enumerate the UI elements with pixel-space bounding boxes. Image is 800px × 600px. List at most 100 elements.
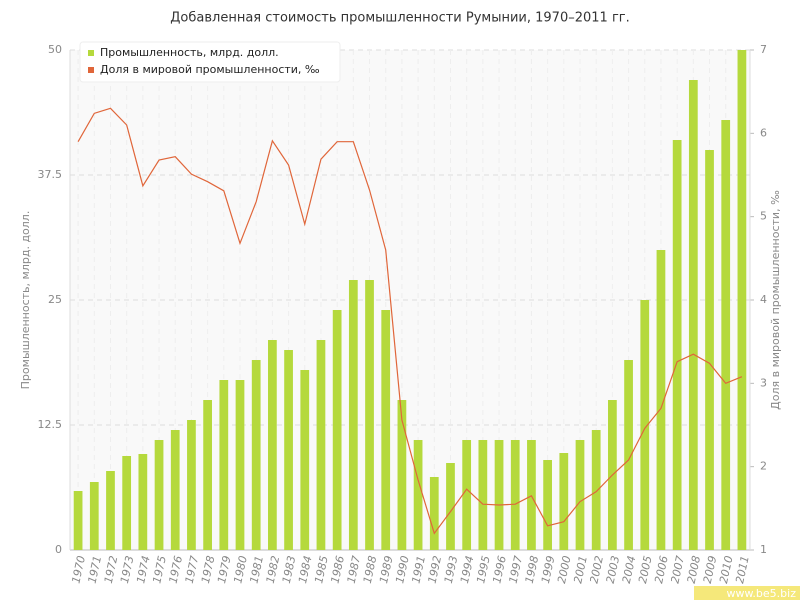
bar (268, 340, 277, 550)
y2-tick-label: 7 (760, 43, 767, 56)
x-tick-label: 1985 (312, 555, 331, 585)
bar (688, 80, 698, 550)
bar (656, 250, 666, 550)
bar (721, 120, 731, 550)
y-tick-label: 0 (55, 543, 62, 556)
x-tick-label: 2011 (733, 555, 752, 585)
plot-area (70, 50, 750, 550)
bar (705, 150, 714, 550)
x-tick-label: 1996 (490, 555, 509, 585)
legend-swatch (88, 50, 94, 56)
x-tick-label: 1988 (361, 555, 380, 585)
x-tick-label: 1982 (264, 555, 283, 585)
bar (300, 370, 310, 550)
y-tick-label: 50 (48, 43, 62, 56)
x-tick-label: 2005 (636, 555, 655, 585)
x-tick-label: 2009 (701, 555, 720, 585)
bar (624, 360, 633, 550)
bar (543, 460, 552, 550)
y2-tick-label: 4 (760, 293, 767, 306)
bar (365, 280, 374, 550)
bar (89, 482, 99, 550)
x-tick-label: 1992 (426, 555, 445, 585)
bar (106, 471, 115, 550)
legend-box (79, 41, 341, 83)
legend-swatch (88, 67, 94, 73)
bar (348, 280, 358, 550)
y-tick-label: 25 (48, 293, 62, 306)
bar (251, 360, 261, 550)
bar (672, 140, 682, 550)
x-tick-label: 1987 (345, 555, 364, 585)
y-axis-label: Промышленность, млрд. долл. (19, 211, 32, 390)
y2-tick-label: 3 (760, 376, 767, 389)
legend-label: Промышленность, млрд. долл. (100, 46, 279, 59)
y2-axis-label: Доля в мировой промышленности, ‰ (769, 190, 782, 410)
bar (138, 454, 148, 550)
x-tick-label: 1973 (118, 555, 137, 585)
bar (462, 440, 472, 550)
x-tick-label: 2008 (685, 555, 704, 585)
bar (219, 380, 229, 550)
x-tick-label: 1976 (167, 555, 186, 585)
x-tick-label: 1979 (215, 555, 234, 585)
x-tick-label: 2010 (717, 555, 736, 585)
x-tick-label: 1997 (507, 555, 526, 585)
bar (203, 400, 212, 550)
x-tick-label: 1978 (199, 555, 218, 585)
x-tick-label: 1977 (183, 555, 202, 585)
x-tick-label: 2003 (604, 555, 623, 585)
x-tick-label: 1986 (328, 555, 347, 585)
y-tick-label: 37.5 (38, 168, 63, 181)
bar (122, 456, 132, 550)
bar (397, 400, 407, 550)
y2-tick-label: 5 (760, 210, 767, 223)
x-tick-label: 2007 (668, 555, 687, 585)
x-tick-label: 1980 (231, 555, 250, 585)
watermark-bg (694, 586, 800, 600)
bar (170, 430, 180, 550)
bar (284, 350, 293, 550)
bar (73, 491, 83, 550)
bar (446, 463, 455, 550)
bar (187, 420, 196, 550)
x-tick-label: 1971 (86, 555, 105, 585)
bar (494, 440, 504, 550)
x-tick-label: 1991 (409, 555, 428, 585)
x-tick-label: 1984 (296, 555, 315, 585)
y2-tick-label: 1 (760, 543, 767, 556)
x-tick-label: 2001 (571, 555, 590, 585)
x-tick-label: 2000 (555, 555, 574, 585)
legend-label: Доля в мировой промышленности, ‰ (100, 63, 320, 76)
bar (316, 340, 326, 550)
bar (559, 453, 569, 550)
bar (640, 300, 650, 550)
x-tick-label: 1974 (134, 555, 153, 585)
bar (575, 440, 585, 550)
x-tick-label: 1983 (280, 555, 299, 585)
line (77, 107, 743, 535)
y-tick-label: 12.5 (38, 418, 63, 431)
x-tick-label: 1975 (150, 555, 169, 585)
bar (429, 477, 439, 550)
bar (381, 310, 391, 550)
y2-tick-label: 2 (760, 460, 767, 473)
bar (591, 430, 601, 550)
x-tick-label: 1981 (248, 555, 267, 585)
bar (737, 50, 747, 550)
bar (510, 440, 520, 550)
y2-tick-label: 6 (760, 126, 767, 139)
x-tick-label: 2002 (588, 555, 607, 585)
x-tick-label: 2004 (620, 555, 639, 585)
chart-title: Добавленная стоимость промышленности Рум… (170, 11, 629, 26)
x-tick-label: 1999 (539, 555, 558, 585)
bar (478, 440, 488, 550)
x-tick-label: 1972 (102, 555, 121, 585)
x-tick-label: 1993 (442, 555, 461, 585)
x-tick-label: 1989 (377, 555, 396, 585)
x-tick-label: 2006 (652, 555, 671, 585)
x-tick-label: 1995 (474, 555, 493, 585)
bar (413, 440, 423, 550)
x-tick-label: 1998 (523, 555, 542, 585)
